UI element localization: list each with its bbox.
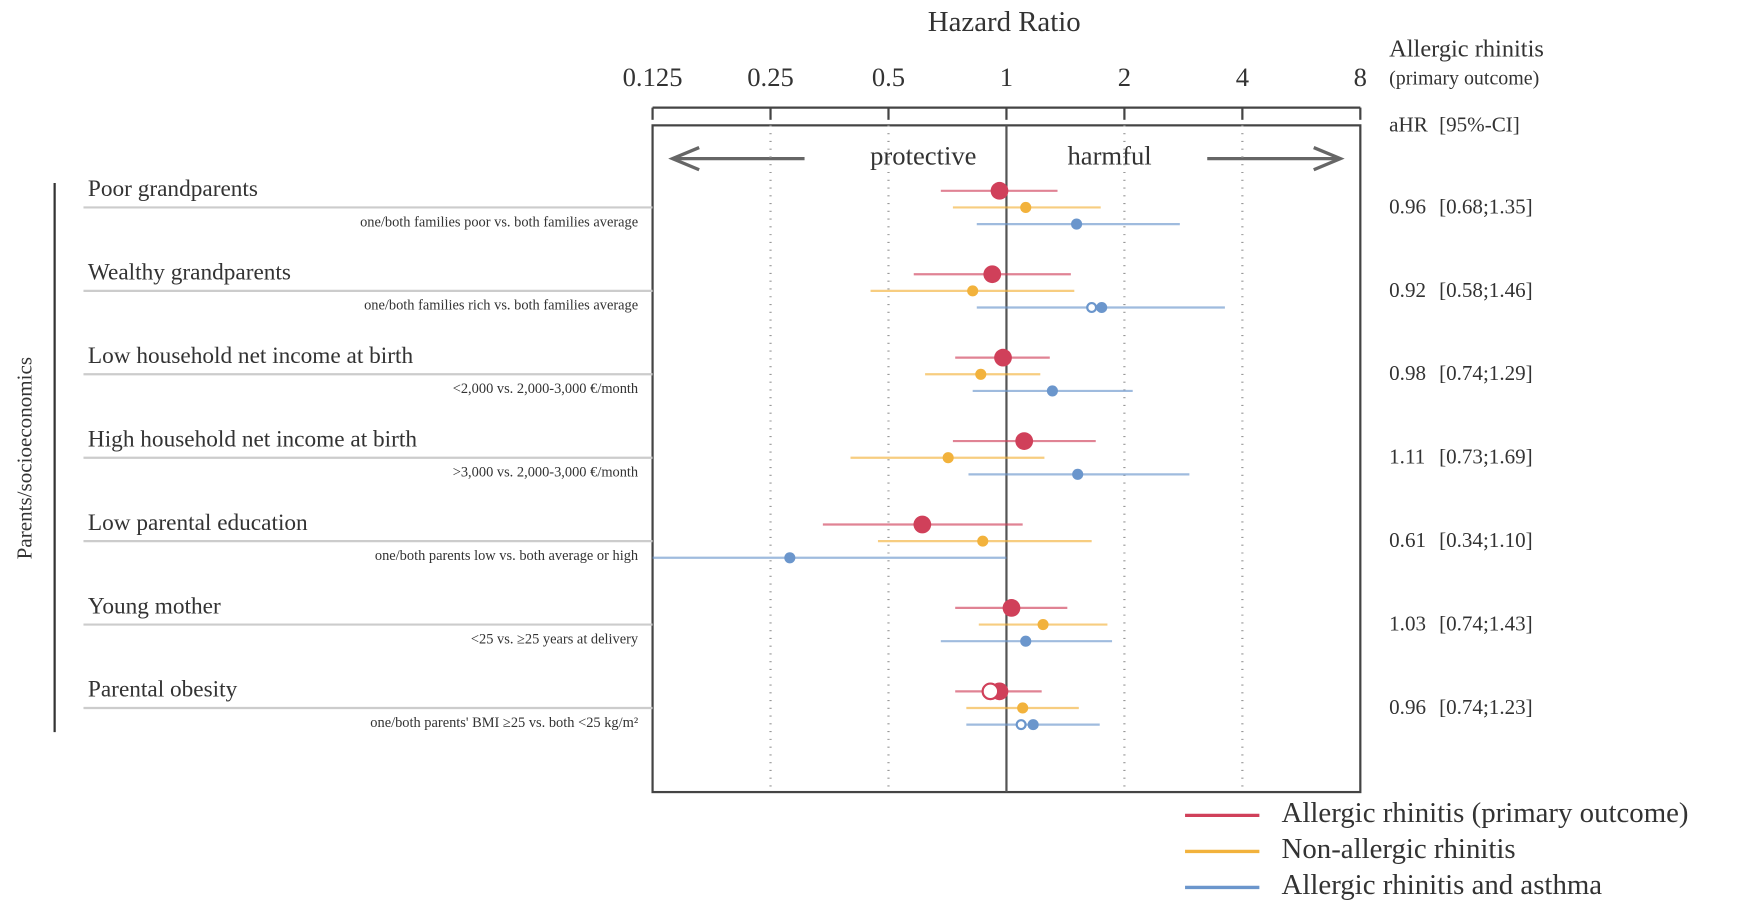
row-label: Parental obesity — [88, 677, 238, 703]
ci-label: [0.34;1.10] — [1439, 528, 1533, 552]
point — [967, 285, 978, 296]
legend-label: Allergic rhinitis (primary outcome) — [1282, 797, 1689, 829]
chart: Hazard Ratio protective harmful Parents/… — [0, 0, 1740, 903]
x-tick-label: 0.5 — [872, 62, 905, 92]
point — [1038, 619, 1049, 630]
point — [1096, 302, 1107, 313]
legend-label: Allergic rhinitis and asthma — [1282, 869, 1603, 901]
point — [1017, 702, 1028, 713]
table-header: Allergic rhinitis — [1389, 36, 1544, 63]
table-column: [95%-CI] — [1439, 112, 1520, 136]
value-label: 0.92 — [1389, 278, 1426, 302]
x-tick-label: 4 — [1236, 62, 1249, 92]
x-tick-label: 0.125 — [623, 62, 683, 92]
point — [975, 369, 986, 380]
arrow-label: harmful — [1067, 141, 1151, 171]
x-tick-label: 1 — [1000, 62, 1013, 92]
hollow-point — [983, 684, 999, 700]
point — [1003, 599, 1021, 617]
point — [983, 265, 1001, 283]
hollow-point — [1017, 720, 1026, 729]
x-tick-label: 8 — [1354, 62, 1367, 92]
row-sublabel: one/both families rich vs. both families… — [364, 298, 638, 314]
group-label: Parents/socioeconomics — [13, 357, 37, 559]
row-label: Low parental education — [88, 510, 308, 536]
value-label: 1.03 — [1389, 611, 1426, 635]
point — [1020, 636, 1031, 647]
ci-label: [0.74;1.43] — [1439, 611, 1533, 635]
row-label: High household net income at birth — [88, 426, 417, 452]
row-sublabel: one/both parents' BMI ≥25 vs. both <25 k… — [370, 715, 638, 731]
value-label: 0.61 — [1389, 528, 1426, 552]
point — [1028, 719, 1039, 730]
ci-label: [0.68;1.35] — [1439, 194, 1533, 218]
arrow-label: protective — [870, 141, 976, 171]
value-label: 1.11 — [1389, 445, 1425, 469]
row-label: Low household net income at birth — [88, 343, 414, 369]
x-tick-label: 2 — [1118, 62, 1131, 92]
row-sublabel: one/both families poor vs. both families… — [360, 214, 638, 230]
ci-label: [0.74;1.29] — [1439, 361, 1533, 385]
row-sublabel: one/both parents low vs. both average or… — [375, 548, 639, 564]
x-tick-label: 0.25 — [747, 62, 794, 92]
point — [784, 552, 795, 563]
point — [913, 516, 931, 534]
legend-label: Non-allergic rhinitis — [1282, 833, 1516, 865]
row-label: Young mother — [88, 593, 221, 619]
chart-title: Hazard Ratio — [928, 6, 1081, 38]
row-label: Wealthy grandparents — [88, 260, 291, 286]
value-label: 0.96 — [1389, 194, 1426, 218]
point — [994, 349, 1012, 367]
page: Hazard Ratio protective harmful Parents/… — [0, 0, 1740, 903]
point — [1015, 432, 1033, 450]
value-label: 0.98 — [1389, 361, 1426, 385]
ci-label: [0.73;1.69] — [1439, 445, 1533, 469]
hollow-point — [1087, 303, 1096, 312]
table-header: (primary outcome) — [1389, 67, 1539, 89]
table-column: aHR — [1389, 112, 1429, 136]
point — [1072, 469, 1083, 480]
point — [977, 536, 988, 547]
row-sublabel: <25 vs. ≥25 years at delivery — [471, 631, 639, 647]
value-label: 0.96 — [1389, 695, 1426, 719]
point — [1020, 202, 1031, 213]
ci-label: [0.58;1.46] — [1439, 278, 1533, 302]
point — [1047, 385, 1058, 396]
row-sublabel: <2,000 vs. 2,000-3,000 €/month — [453, 381, 639, 397]
row-label: Poor grandparents — [88, 176, 258, 202]
point — [1071, 219, 1082, 230]
row-sublabel: >3,000 vs. 2,000-3,000 €/month — [453, 465, 639, 481]
point — [991, 182, 1009, 200]
ci-label: [0.74;1.23] — [1439, 695, 1533, 719]
point — [943, 452, 954, 463]
